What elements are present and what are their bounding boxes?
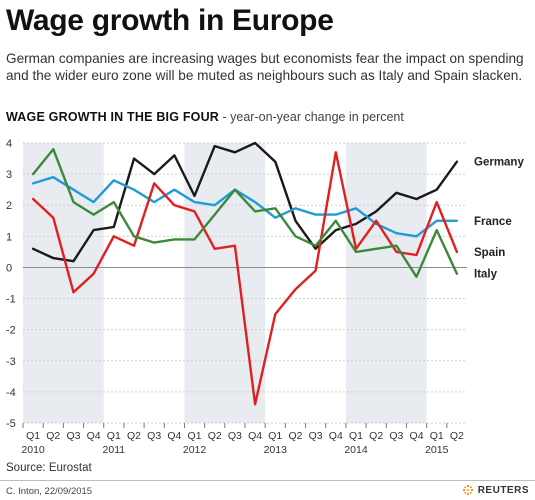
x-tick-label: Q4 <box>248 430 262 442</box>
x-year-label: 2012 <box>183 444 207 456</box>
x-year-label: 2010 <box>21 444 45 456</box>
reuters-logo-text: REUTERS <box>477 484 529 496</box>
x-tick-label: Q1 <box>430 430 444 442</box>
credit-note: C. Inton, 22/09/2015 <box>6 486 93 497</box>
x-tick-label: Q2 <box>46 430 60 442</box>
y-tick-label: 0 <box>6 262 12 274</box>
chart-headline: Wage growth in Europe <box>6 4 334 37</box>
chart-description: German companies are increasing wages bu… <box>6 51 524 83</box>
y-tick-label: -4 <box>6 387 16 399</box>
x-tick-label: Q2 <box>369 430 383 442</box>
year-band-2010 <box>23 143 104 423</box>
x-tick-label: Q3 <box>309 430 323 442</box>
series-line-spain <box>31 151 459 406</box>
x-year-label: 2013 <box>264 444 288 456</box>
series-line-germany <box>31 141 459 263</box>
y-tick-label: 3 <box>6 169 12 181</box>
chart-title-main: WAGE GROWTH IN THE BIG FOUR <box>6 110 220 124</box>
series-label-france: France <box>474 216 512 228</box>
y-tick-label: 2 <box>6 200 12 212</box>
series-label-italy: Italy <box>474 269 498 281</box>
year-band-2014 <box>345 143 427 423</box>
x-tick-label: Q1 <box>107 430 121 442</box>
x-year-label: 2011 <box>103 444 126 456</box>
x-year-label: 2014 <box>344 444 368 456</box>
x-tick-label: Q1 <box>26 430 40 442</box>
x-tick-label: Q3 <box>228 430 242 442</box>
x-tick-label: Q4 <box>410 430 424 442</box>
reuters-logo-icon <box>462 484 473 496</box>
reuters-logo: REUTERS <box>462 484 529 496</box>
y-tick-label: -1 <box>6 294 16 306</box>
chart-title-sub: - year-on-year change in percent <box>219 110 404 124</box>
x-tick-label: Q2 <box>208 430 222 442</box>
x-tick-label: Q4 <box>87 430 101 442</box>
x-year-label: 2015 <box>425 444 449 456</box>
y-tick-label: 4 <box>6 138 12 150</box>
series-line-france <box>31 175 459 238</box>
y-axis: -5 -4 -3 -2 -1 0 1 2 3 4 <box>6 138 16 430</box>
x-tick-label: Q3 <box>389 430 403 442</box>
series-label-germany: Germany <box>474 157 524 169</box>
series-labels: Germany France Spain Italy <box>474 157 524 281</box>
source-note: Source: Eurostat <box>6 462 92 474</box>
x-tick-label: Q2 <box>127 430 141 442</box>
chart-title: WAGE GROWTH IN THE BIG FOUR - year-on-ye… <box>6 110 404 124</box>
x-tick-label: Q4 <box>167 430 181 442</box>
y-tick-label: -2 <box>6 325 16 337</box>
y-tick-label: -3 <box>6 356 16 368</box>
series-line-italy <box>31 147 459 278</box>
x-tick-label: Q1 <box>188 430 202 442</box>
x-tick-label: Q4 <box>329 430 343 442</box>
x-tick-label: Q2 <box>450 430 464 442</box>
series-lines <box>31 141 459 406</box>
x-tick-label: Q1 <box>349 430 363 442</box>
series-label-spain: Spain <box>474 247 505 259</box>
y-tick-label: 1 <box>6 231 12 243</box>
footer-divider <box>0 480 535 481</box>
x-axis: Q1 Q2 Q3 Q4 Q1 Q2 Q3 Q4 Q1 Q2 Q3 Q4 Q1 Q2 Q3 Q4 Q1 Q2 Q3 Q4… <box>21 423 464 456</box>
x-tick-label: Q1 <box>268 430 282 442</box>
x-tick-label: Q2 <box>288 430 302 442</box>
x-tick-label: Q3 <box>147 430 161 442</box>
y-tick-label: -5 <box>6 418 16 430</box>
x-tick-label: Q3 <box>66 430 80 442</box>
